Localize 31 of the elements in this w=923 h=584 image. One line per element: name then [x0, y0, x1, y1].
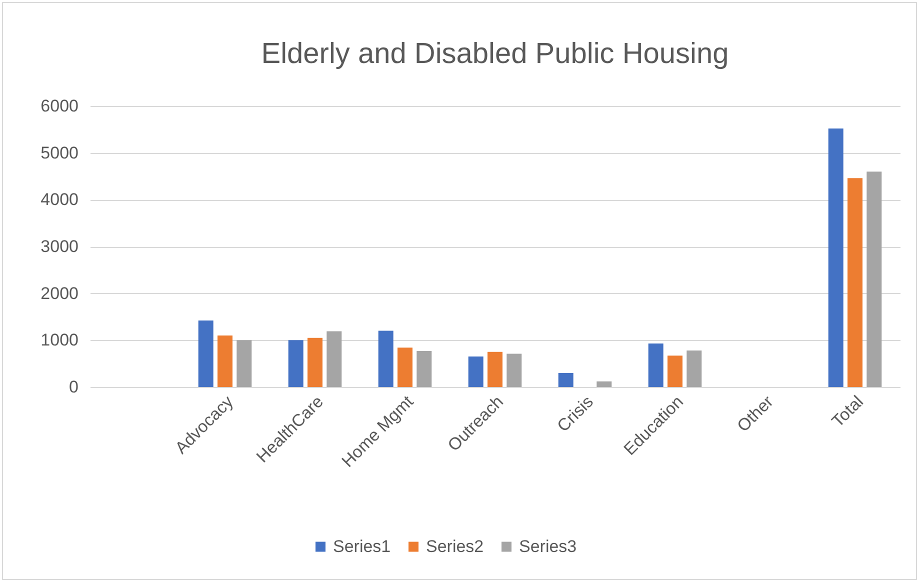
bar — [288, 340, 304, 387]
bar — [398, 348, 412, 387]
bar — [236, 340, 252, 387]
legend-label: Series2 — [426, 536, 484, 556]
bar — [326, 331, 342, 387]
bar — [218, 335, 232, 387]
bar — [558, 372, 574, 387]
bar — [488, 352, 502, 387]
y-tick-label: 4000 — [40, 190, 78, 210]
bar — [596, 381, 612, 387]
y-tick-label: 2000 — [40, 284, 78, 303]
bar — [648, 343, 664, 387]
bar — [468, 356, 484, 387]
bar — [378, 330, 394, 387]
legend-label: Series3 — [519, 536, 577, 556]
chart-title: Elderly and Disabled Public Housing — [261, 38, 729, 70]
bar — [416, 350, 432, 387]
bar — [848, 178, 862, 387]
bar — [668, 356, 682, 387]
bar — [506, 354, 522, 387]
bar — [198, 320, 214, 387]
y-tick-label: 0 — [69, 378, 78, 396]
y-tick-label: 5000 — [40, 143, 78, 162]
bar — [686, 350, 702, 387]
legend-label: Series1 — [333, 536, 391, 556]
bar — [308, 338, 322, 387]
y-tick-label: 3000 — [40, 237, 78, 256]
bar — [866, 172, 882, 387]
y-tick-label: 6000 — [40, 96, 78, 116]
bar — [828, 128, 844, 387]
y-tick-label: 1000 — [40, 330, 78, 350]
